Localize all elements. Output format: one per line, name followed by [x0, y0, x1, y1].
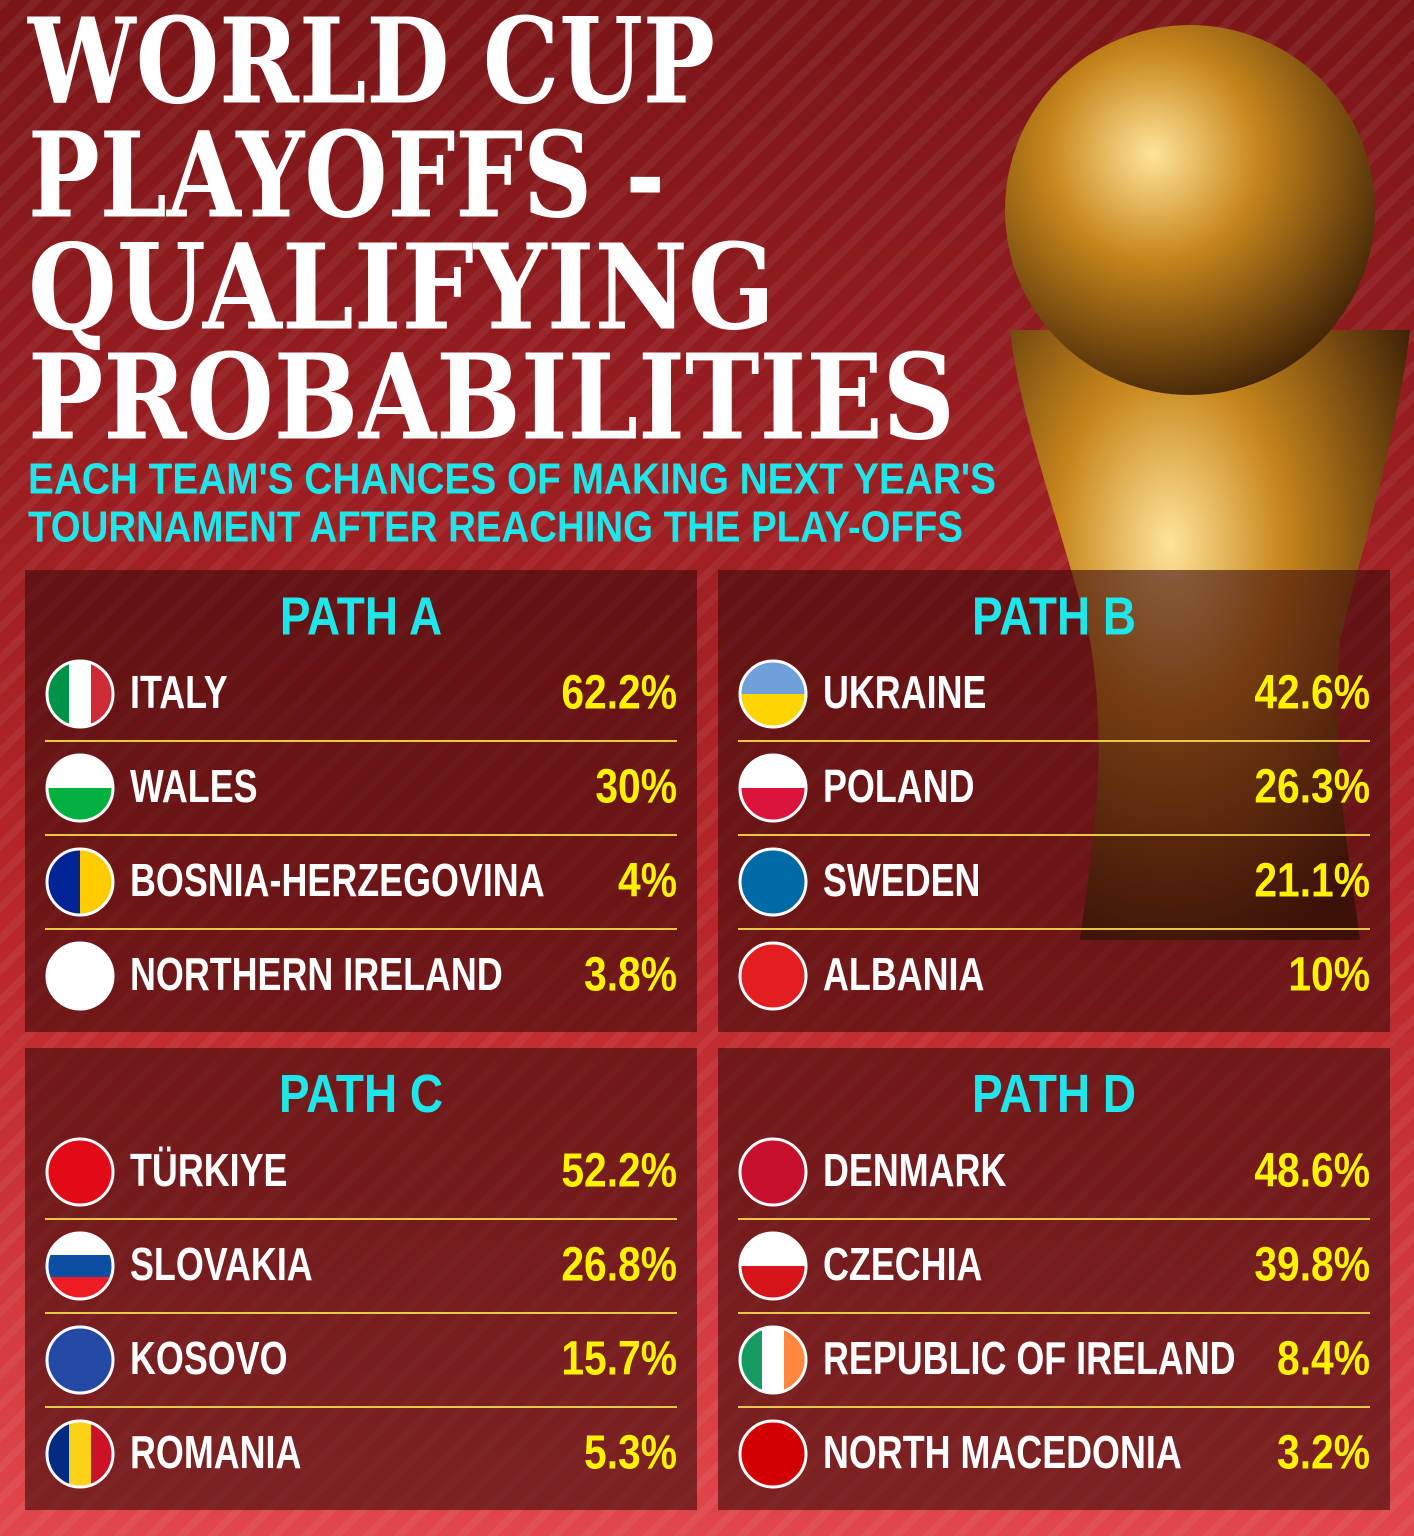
team-name: SWEDEN [823, 855, 980, 906]
flag-border [738, 659, 808, 729]
team-chance: 62.2% [561, 667, 677, 720]
team-name: DENMARK [823, 1145, 1007, 1196]
path-title: PATH D [972, 1064, 1136, 1124]
path-title: PATH B [972, 586, 1136, 646]
flag-border [738, 941, 808, 1011]
team-name: KOSOVO [130, 1333, 287, 1384]
path-title: PATH A [280, 586, 442, 646]
team-chance: 5.3% [584, 1427, 677, 1480]
path-panel [25, 570, 697, 1032]
team-chance: 10% [1288, 949, 1370, 1002]
path-panel [718, 570, 1390, 1032]
flag-stripe [47, 1255, 113, 1278]
team-name: TÜRKIYE [130, 1145, 287, 1196]
team-name: ITALY [130, 667, 228, 718]
team-name: ALBANIA [823, 949, 984, 1000]
flag-border [738, 1137, 808, 1207]
path-panel [25, 1048, 697, 1510]
team-name: POLAND [823, 761, 974, 812]
flag [47, 849, 113, 915]
title-line: QUALIFYING [28, 218, 775, 357]
title-line: PROBABILITIES [28, 328, 955, 467]
flag-border [45, 753, 115, 823]
team-name: SLOVAKIA [130, 1239, 313, 1290]
team-name: NORTH MACEDONIA [823, 1427, 1182, 1478]
title-line: PLAYOFFS - [28, 106, 665, 245]
path-title: PATH C [279, 1064, 443, 1124]
flag-border [738, 1231, 808, 1301]
path-panel [718, 1048, 1390, 1510]
flag-border [45, 1419, 115, 1489]
flag-border [45, 659, 115, 729]
team-chance: 3.8% [584, 949, 677, 1002]
team-chance: 30% [595, 761, 677, 814]
flag-stripe [69, 1421, 92, 1487]
team-chance: 48.6% [1254, 1145, 1370, 1198]
team-name: WALES [130, 761, 258, 812]
team-name: REPUBLIC OF IRELAND [823, 1333, 1236, 1384]
flag-border [45, 1231, 115, 1301]
team-name: NORTHERN IRELAND [130, 949, 503, 1000]
flag-border [45, 941, 115, 1011]
flag-stripe [69, 661, 92, 727]
flag-border [45, 847, 115, 917]
team-name: CZECHIA [823, 1239, 982, 1290]
team-chance: 52.2% [561, 1145, 677, 1198]
team-name: UKRAINE [823, 667, 986, 718]
flag-border [738, 847, 808, 917]
flag-border [738, 753, 808, 823]
title-line: WORLD CUP [26, 0, 715, 131]
team-chance: 21.1% [1254, 855, 1370, 908]
team-chance: 39.8% [1254, 1239, 1370, 1292]
team-name: BOSNIA-HERZEGOVINA [130, 855, 545, 906]
flag-border [738, 1419, 808, 1489]
flag-stripe [762, 1327, 785, 1393]
team-chance: 3.2% [1277, 1427, 1370, 1480]
subtitle-line: TOURNAMENT AFTER REACHING THE PLAY-OFFS [28, 503, 963, 552]
team-name: ROMANIA [130, 1427, 301, 1478]
team-chance: 4% [618, 855, 677, 908]
team-chance: 8.4% [1277, 1333, 1370, 1386]
team-chance: 42.6% [1254, 667, 1370, 720]
subtitle-line: EACH TEAM'S CHANCES OF MAKING NEXT YEAR'… [28, 455, 996, 504]
team-chance: 26.3% [1254, 761, 1370, 814]
flag-border [45, 1137, 115, 1207]
team-chance: 15.7% [561, 1333, 677, 1386]
flag-border [45, 1325, 115, 1395]
team-chance: 26.8% [561, 1239, 677, 1292]
flag-border [738, 1325, 808, 1395]
